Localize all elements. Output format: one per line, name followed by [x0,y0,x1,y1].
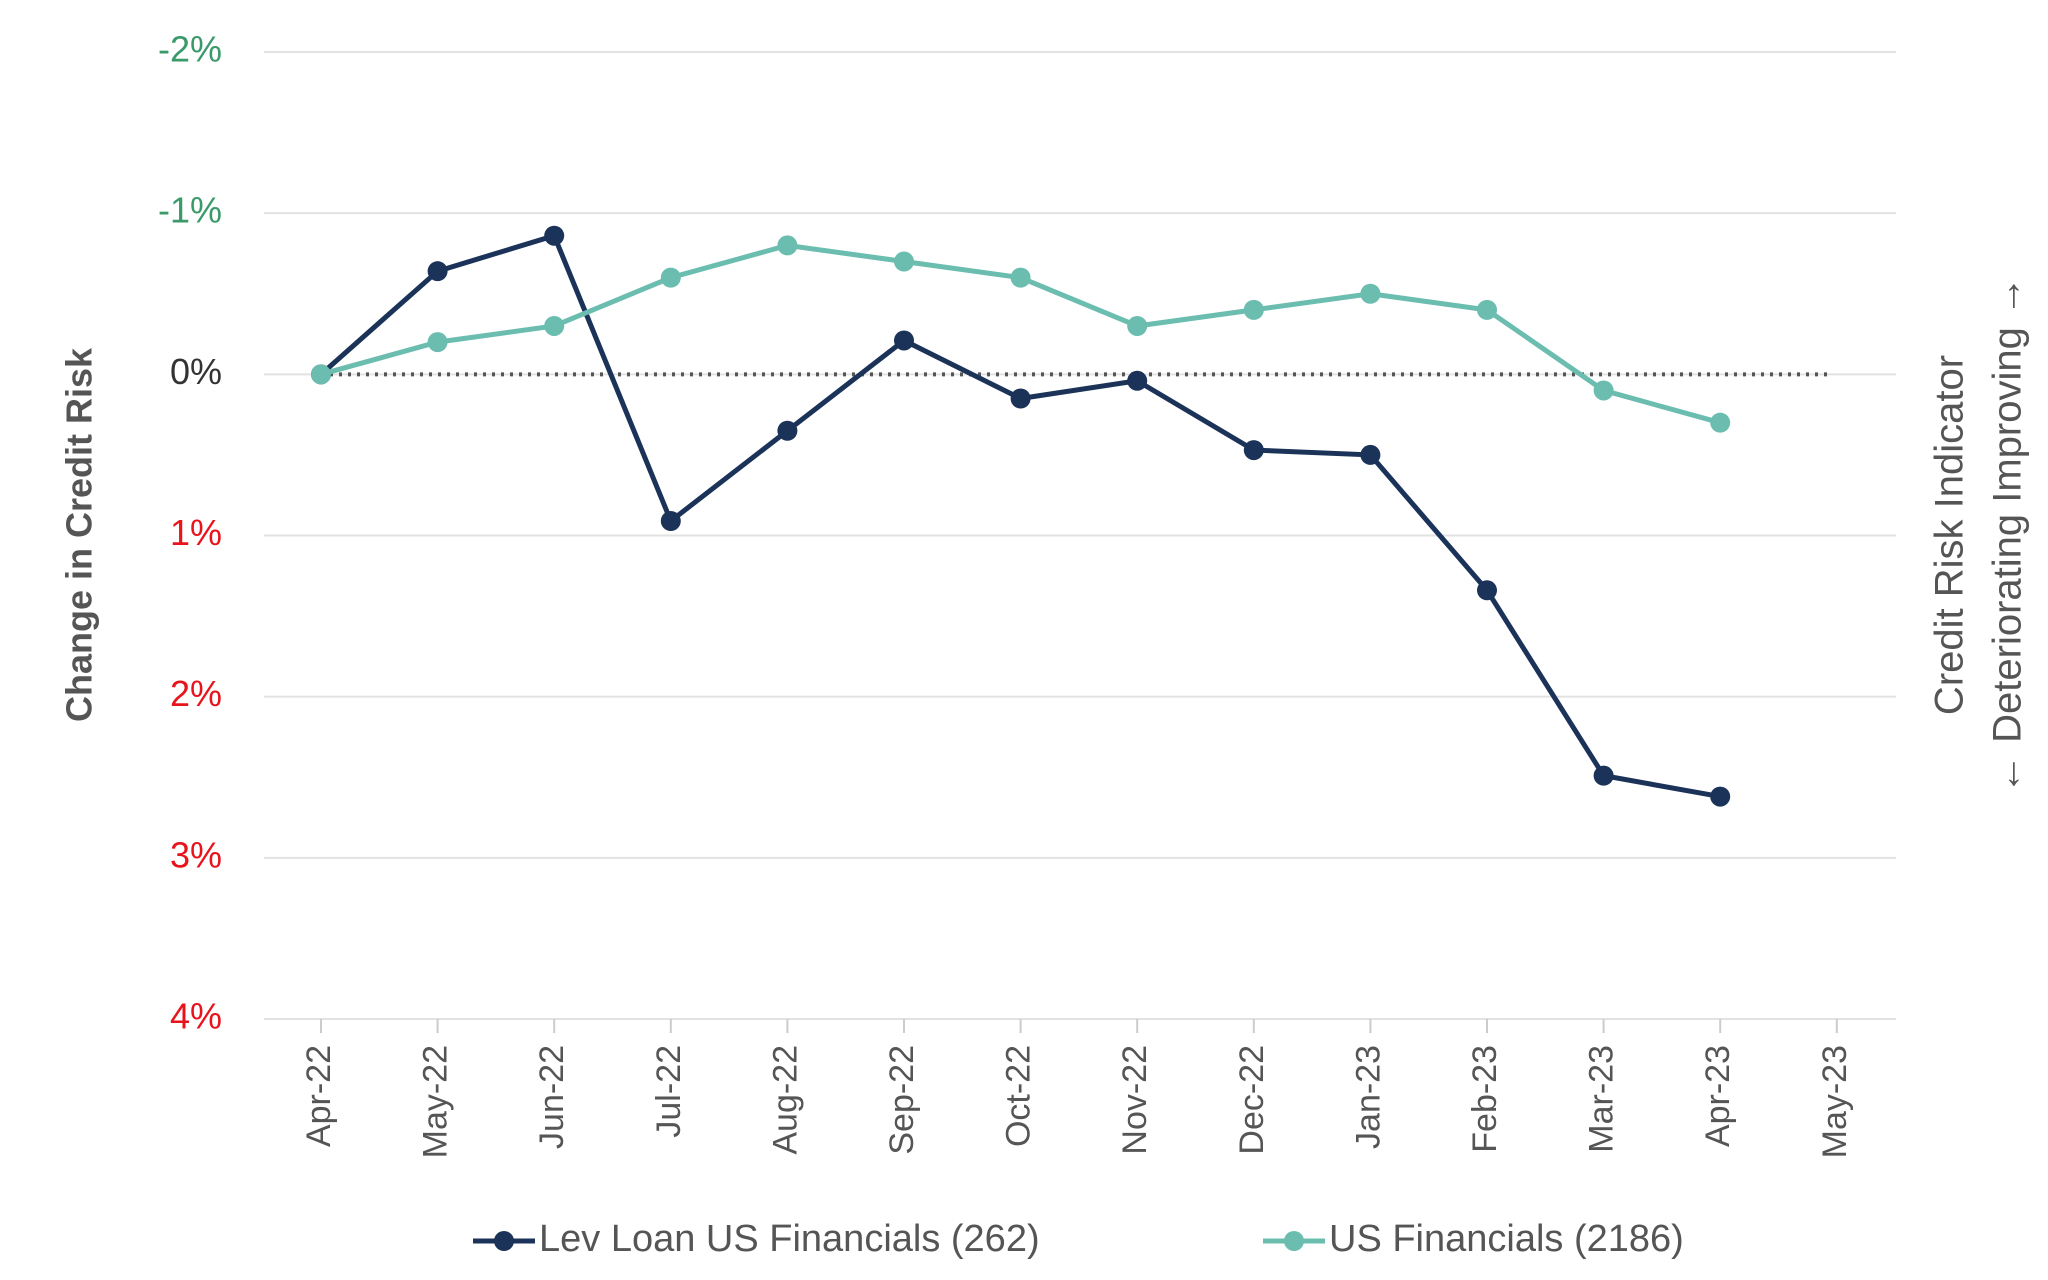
point [1010,388,1031,409]
point [544,315,565,336]
point [1477,580,1497,601]
x-tick-label: Aug-22 [766,1045,804,1155]
y-tick-label: 0% [170,351,222,392]
x-tick-label: Jun-22 [533,1045,571,1149]
point [1127,370,1148,391]
point [660,510,681,531]
series-line [319,232,1721,800]
point [1710,786,1731,807]
point [1593,380,1614,401]
legend-label: Lev Loan US Financials (262) [539,1218,1040,1260]
legend-marker [1284,1231,1304,1251]
x-tick-label: Dec-22 [1233,1045,1271,1155]
x-tick-label: Feb-23 [1466,1045,1504,1153]
x-tick-label: Mar-23 [1583,1045,1621,1153]
point [894,330,914,351]
point [1360,283,1381,304]
x-tick-label: Sep-22 [883,1045,921,1155]
point [1360,444,1381,465]
x-tick-label: Apr-23 [1699,1045,1737,1147]
y-tick-label: 2% [170,673,222,714]
x-tick-label: Jul-22 [650,1045,688,1138]
x-tick-label: Nov-22 [1116,1045,1154,1155]
point [1127,315,1148,336]
y-axis-label: Change in Credit Risk [59,347,100,722]
x-tick-label: Oct-22 [1000,1045,1038,1147]
point [777,420,798,441]
point [544,225,565,246]
y2-axis-sublabel: ← Deteriorating Improving → [1986,276,2030,794]
point [1593,765,1614,786]
x-tick-label: May-23 [1816,1045,1854,1158]
y2-axis-label: Credit Risk Indicator [1928,355,1972,715]
point [427,332,448,353]
point [1477,299,1497,320]
x-tick-label: Apr-22 [300,1045,338,1147]
x-tick-label: May-22 [417,1045,455,1158]
point [1243,440,1264,461]
y-tick-label: 1% [170,512,222,553]
point [894,251,914,272]
point [427,261,448,282]
y-tick-label: -1% [158,190,222,231]
point [660,267,681,288]
point [1243,299,1264,320]
y-tick-label: 4% [170,996,222,1037]
y-tick-label: -2% [158,29,222,70]
legend-label: US Financials (2186) [1329,1218,1684,1260]
point [1010,267,1031,288]
y-tick-label: 3% [170,834,222,875]
point [777,235,798,256]
x-tick-label: Jan-23 [1349,1045,1387,1149]
legend-marker [494,1231,514,1251]
point [311,364,331,385]
point [1710,412,1731,433]
